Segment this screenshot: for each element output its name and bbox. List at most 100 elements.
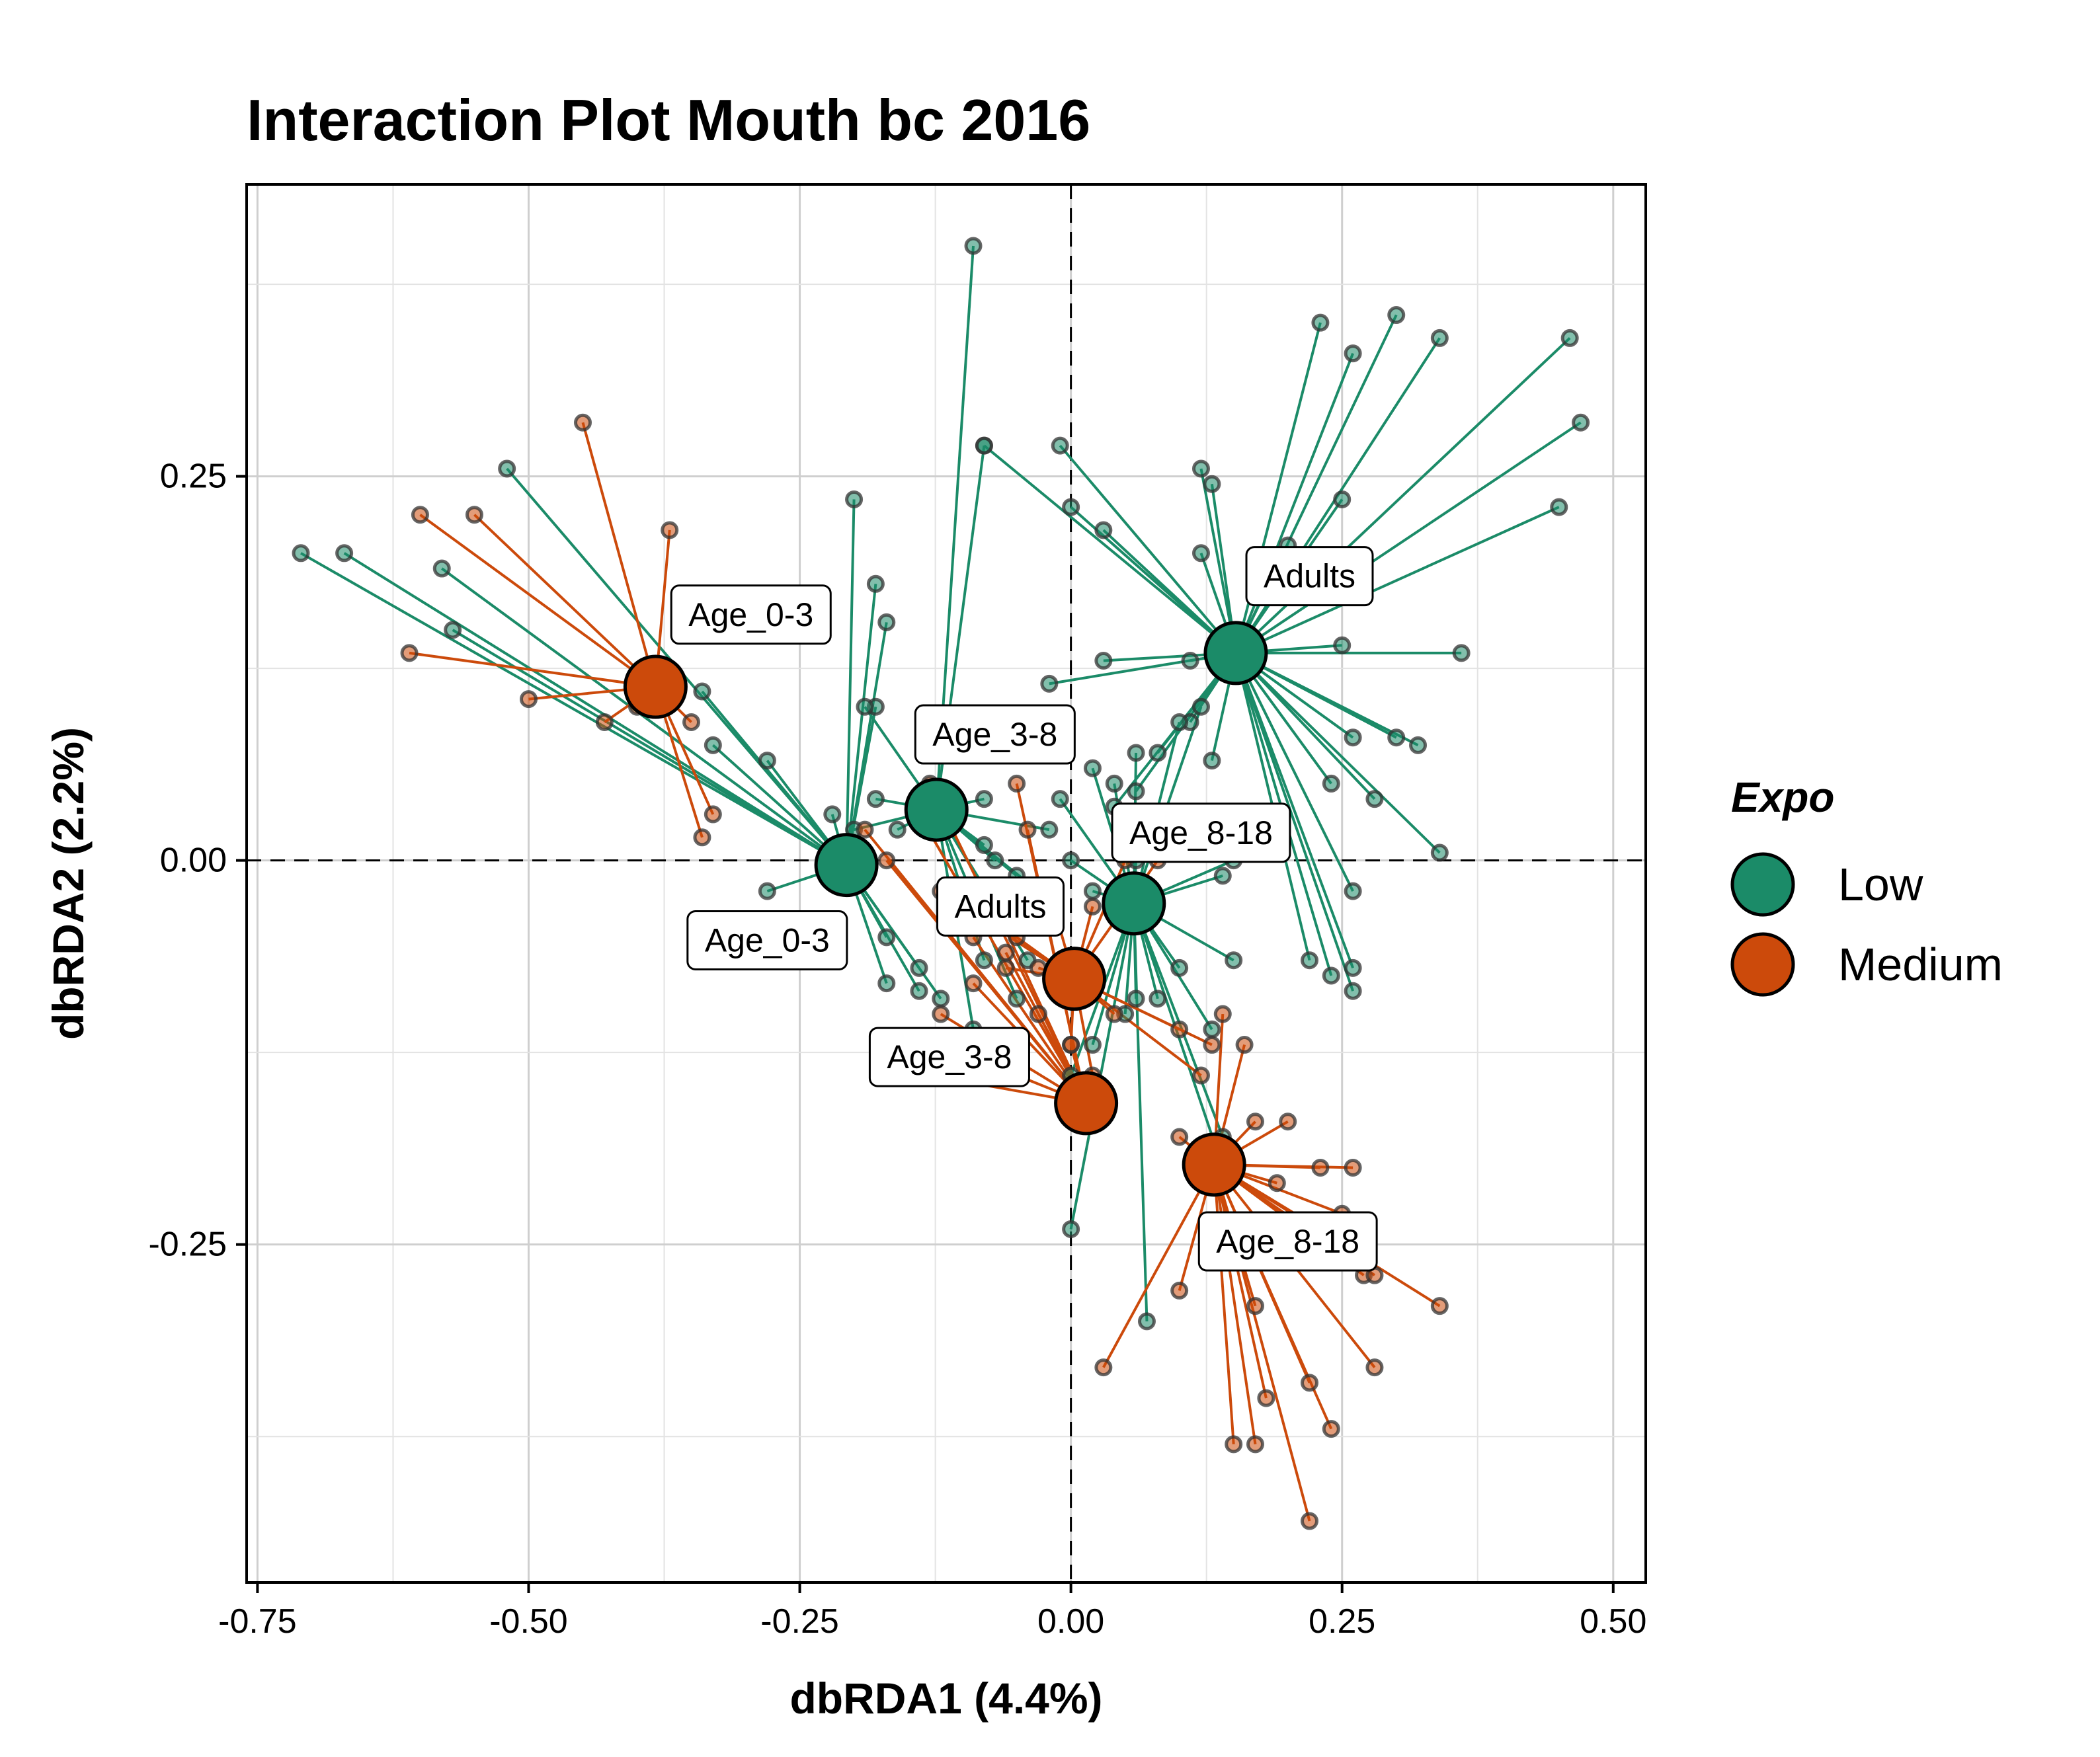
spoke-line (1102, 1163, 1215, 1368)
spoke-line (1235, 652, 1419, 747)
sample-point (1365, 790, 1384, 808)
centroid-label: Adults (955, 888, 1047, 925)
sample-point (866, 790, 885, 808)
x-tick-label: -0.75 (218, 1602, 297, 1641)
centroid-medium-age_3-8 (1054, 1071, 1119, 1136)
centroid-low-age_0-3 (814, 833, 879, 898)
sample-point (1040, 820, 1059, 839)
spoke-line (701, 690, 848, 866)
centroid-label-group: Age_3-8 (914, 704, 1076, 765)
x-tick-label: 0.25 (1309, 1602, 1375, 1641)
sample-point (1203, 752, 1221, 770)
centroid-label-group: Age_8-18 (1197, 1211, 1378, 1272)
sample-point (1203, 1020, 1221, 1038)
sample-point (823, 805, 842, 824)
x-axis-title: dbRDA1 (4.4%) (789, 1674, 1102, 1723)
sample-point (519, 690, 538, 709)
sample-point (1322, 1420, 1340, 1438)
y-axis-title: dbRDA2 (2.2%) (44, 727, 93, 1040)
spoke-line (409, 651, 656, 688)
sample-point (1083, 897, 1102, 916)
centroid-label: Age_3-8 (887, 1038, 1012, 1075)
sample-point (1191, 459, 1210, 478)
spoke-line (1235, 506, 1560, 654)
sample-point (335, 544, 354, 563)
spoke-line (300, 552, 848, 867)
centroids (623, 621, 1268, 1197)
sample-point (1094, 651, 1113, 670)
sample-point (1235, 1036, 1254, 1054)
centroid-medium-age_0-3 (623, 654, 688, 719)
sample-point (1301, 1374, 1319, 1392)
sample-point (1191, 1066, 1210, 1085)
sample-point (1246, 1435, 1264, 1454)
spoke-line (1132, 903, 1149, 1321)
sample-point (996, 958, 1015, 977)
centroid-label: Adults (1264, 558, 1355, 595)
sample-point (1008, 774, 1026, 793)
sample-point (1301, 1512, 1319, 1530)
centroid-label-group: Adults (936, 876, 1065, 937)
sample-point (1203, 1036, 1221, 1054)
sample-point (1008, 990, 1026, 1008)
sample-point (1344, 982, 1362, 1000)
sample-point (1301, 951, 1319, 970)
sample-point (1257, 1389, 1275, 1407)
sample-point (1322, 966, 1340, 985)
sample-point (932, 1005, 950, 1023)
spoke-line (845, 499, 856, 865)
centroid-low-age_8-18 (1102, 871, 1166, 936)
sample-point (975, 436, 993, 455)
sample-point (432, 559, 451, 578)
sample-point (1105, 774, 1123, 793)
legend-key-medium (1730, 932, 1795, 997)
spoke-line (343, 552, 848, 867)
sample-point (1311, 313, 1330, 332)
sample-point (292, 544, 310, 563)
x-tick-label: -0.25 (760, 1602, 839, 1641)
sample-point (1333, 636, 1352, 654)
sample-point (975, 951, 993, 970)
spoke-line (1234, 652, 1441, 854)
legend-key-low (1730, 852, 1795, 917)
sample-point (1279, 1113, 1297, 1131)
spoke-line (1234, 421, 1582, 654)
centroid-label-group: Age_8-18 (1111, 802, 1291, 863)
centroid-label-box (1197, 1211, 1378, 1272)
y-tick-label: 0.25 (160, 457, 227, 496)
x-tick-label: 0.50 (1580, 1602, 1646, 1641)
sample-point (1062, 1220, 1080, 1238)
sample-point (682, 713, 701, 731)
sample-point (1170, 1020, 1189, 1038)
sample-point (1344, 728, 1362, 747)
sample-point (888, 820, 907, 839)
sample-point (877, 613, 896, 631)
sample-point (1246, 1297, 1264, 1315)
sample-point (996, 943, 1015, 962)
sample-point (1191, 697, 1210, 716)
centroid-label-box (914, 704, 1076, 765)
sample-point (1333, 490, 1352, 508)
centroid-label-box (1245, 546, 1374, 607)
spoke-line (1069, 903, 1135, 1230)
centroid-label-box (686, 910, 848, 970)
x-tick-label: 0.00 (1037, 1602, 1104, 1641)
sample-point (1062, 851, 1080, 870)
legend-title: Expo (1731, 773, 1834, 821)
sample-point (1387, 728, 1406, 747)
sample-point (866, 574, 885, 593)
sample-point (1550, 498, 1568, 516)
sample-point (964, 974, 983, 993)
sample-point (465, 506, 483, 524)
sample-point (1127, 744, 1145, 762)
centroid-label-box (1111, 802, 1291, 863)
spoke-line (983, 444, 1237, 654)
sample-point (693, 828, 711, 847)
centroid-label-box (936, 876, 1065, 937)
sample-point (1094, 521, 1113, 539)
sample-point (1344, 958, 1362, 977)
centroid-medium-adults (1042, 947, 1107, 1011)
sample-point (1181, 651, 1199, 670)
sample-point (498, 459, 516, 478)
spoke-line (1213, 1164, 1257, 1445)
